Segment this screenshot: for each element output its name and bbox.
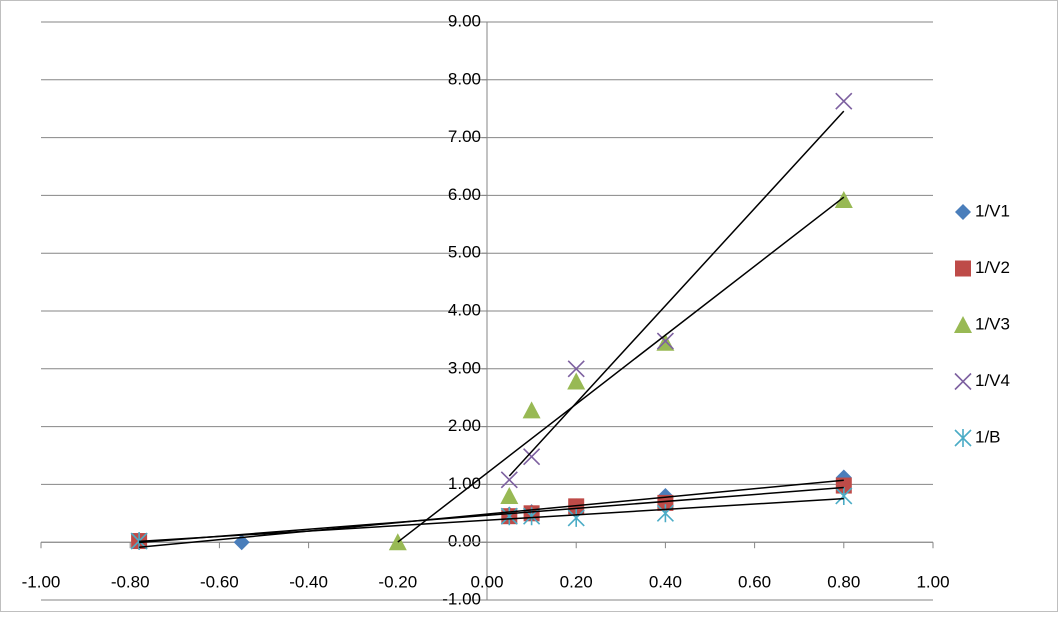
y-tick-label: 6.00 <box>448 185 481 204</box>
x-tick-label: 0.00 <box>470 572 503 591</box>
x-tick-label: -0.20 <box>378 572 417 591</box>
legend-marker <box>955 261 971 277</box>
legend-label: 1/V4 <box>975 371 1010 390</box>
y-tick-label: -1.00 <box>442 589 481 608</box>
x-tick-label: -0.60 <box>200 572 239 591</box>
legend-label: 1/V1 <box>975 201 1010 220</box>
y-tick-label: 9.00 <box>448 11 481 30</box>
y-tick-label: 2.00 <box>448 416 481 435</box>
x-tick-label: -1.00 <box>22 572 61 591</box>
legend-label: 1/V2 <box>975 258 1010 277</box>
x-tick-label: 0.80 <box>827 572 860 591</box>
chart: -1.000.001.002.003.004.005.006.007.008.0… <box>0 0 1058 612</box>
y-tick-label: 0.00 <box>448 532 481 551</box>
legend-label: 1/V3 <box>975 314 1010 333</box>
y-tick-label: 5.00 <box>448 243 481 262</box>
x-tick-label: 0.60 <box>738 572 771 591</box>
y-tick-label: 7.00 <box>448 127 481 146</box>
x-tick-label: 0.40 <box>649 572 682 591</box>
x-tick-label: -0.80 <box>111 572 150 591</box>
x-tick-label: 1.00 <box>916 572 949 591</box>
legend-label: 1/B <box>975 427 1001 446</box>
y-tick-label: 4.00 <box>448 300 481 319</box>
y-tick-label: 8.00 <box>448 69 481 88</box>
y-tick-label: 3.00 <box>448 358 481 377</box>
x-tick-label: -0.40 <box>289 572 328 591</box>
x-tick-label: 0.20 <box>560 572 593 591</box>
